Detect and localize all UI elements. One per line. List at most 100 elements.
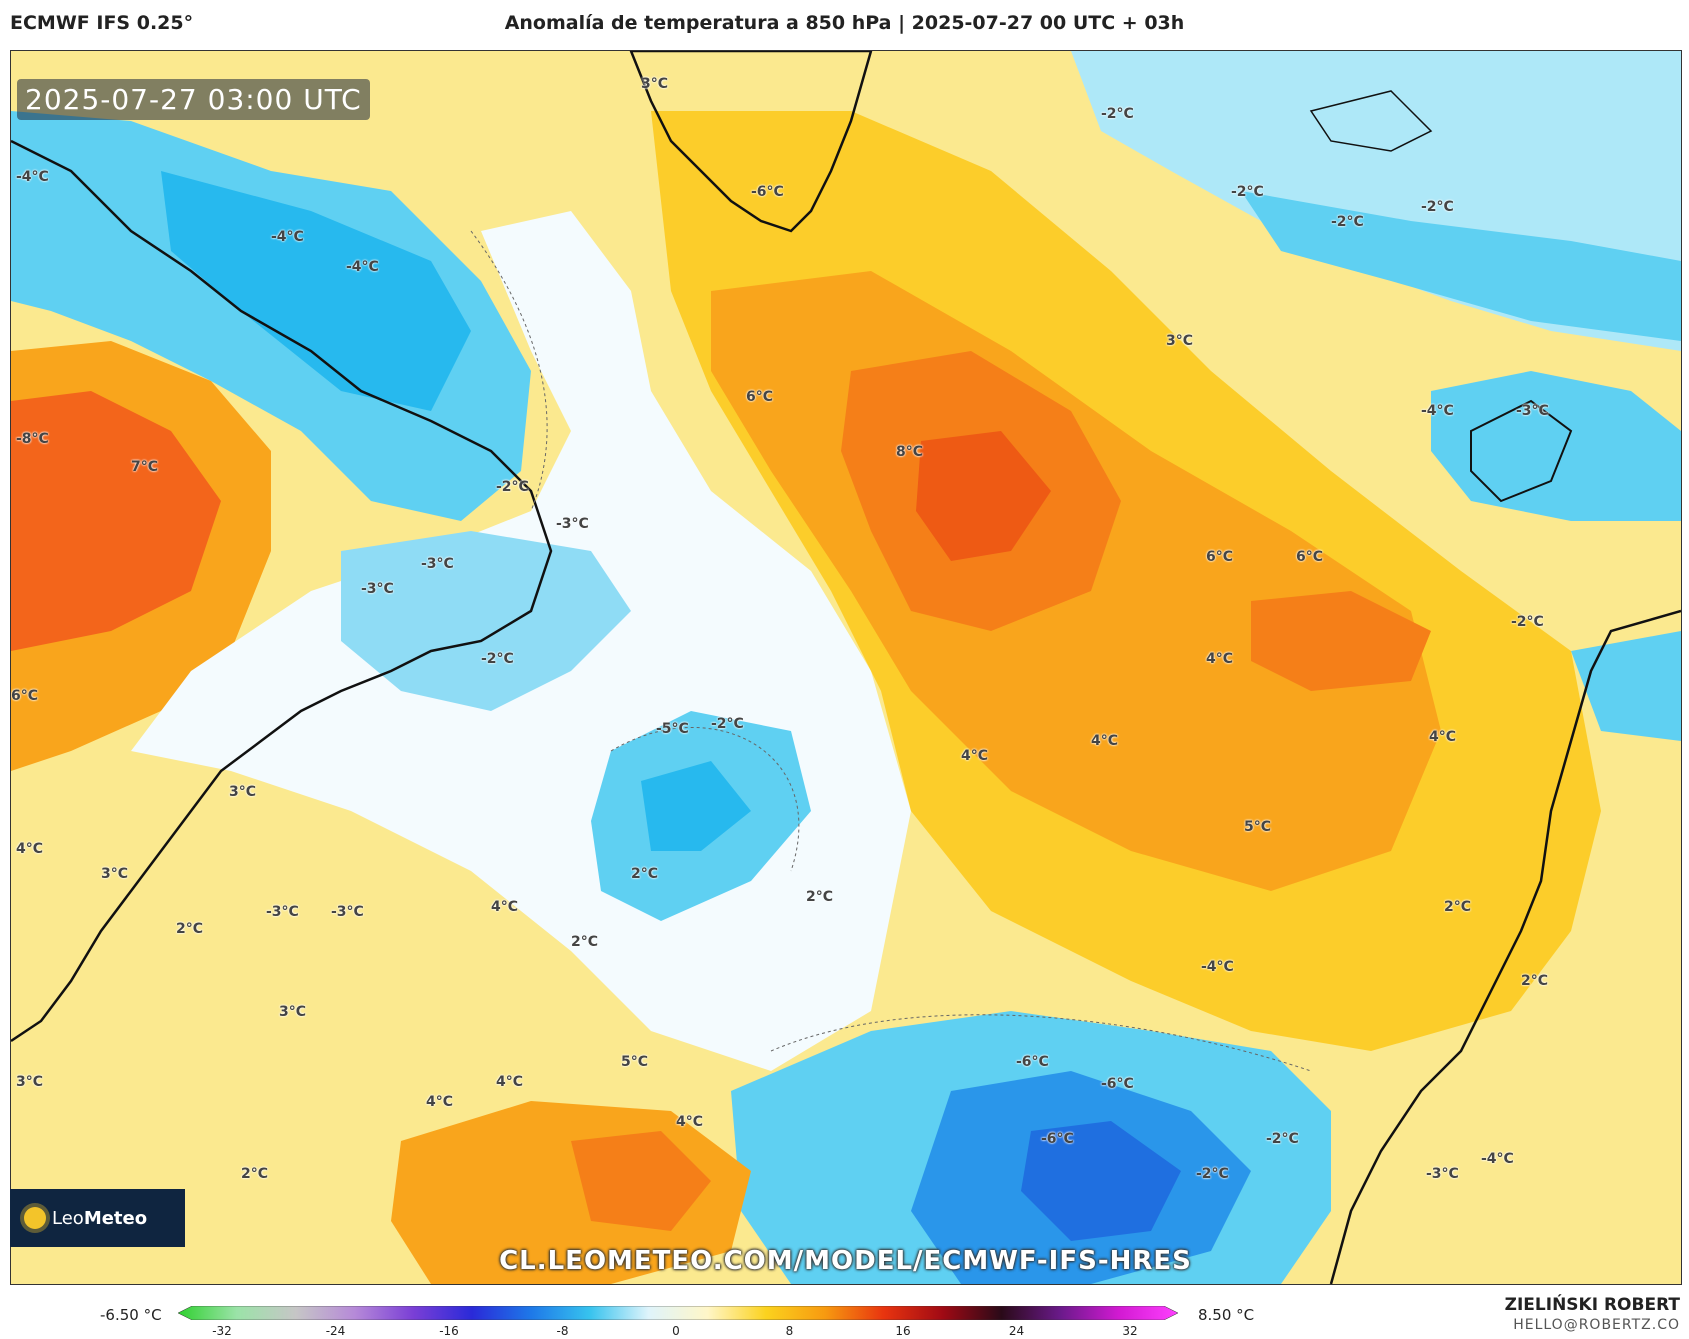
contour-label: -4°C	[1481, 1151, 1514, 1167]
contour-label: 4°C	[16, 841, 44, 857]
sun-icon	[24, 1207, 46, 1229]
source-url: CL.LEOMETEO.COM/MODEL/ECMWF-IFS-HRES	[499, 1246, 1192, 1276]
iceland-coast	[1309, 90, 1433, 152]
contour-label: 4°C	[1429, 729, 1457, 745]
contour-label: 6°C	[1206, 549, 1234, 565]
author-email: HELLO@ROBERTZ.CO	[1513, 1317, 1680, 1333]
cold-core-mid-atlantic	[641, 761, 751, 851]
leometeo-logo: LeoMeteo	[10, 1189, 185, 1247]
legend-min-label: -6.50 °C	[100, 1306, 162, 1324]
contour-label: 2°C	[176, 921, 204, 937]
cold-region-ireland	[1431, 371, 1681, 521]
contour-label: 2°C	[631, 866, 659, 882]
contour-label: 4°C	[1206, 651, 1234, 667]
contour-label: 3°C	[279, 1004, 307, 1020]
header: ECMWF IFS 0.25° Anomalía de temperatura …	[0, 0, 1689, 50]
contour-label: -4°C	[1421, 403, 1454, 419]
contour-label: -5°C	[656, 721, 689, 737]
logo-bold: Meteo	[83, 1207, 148, 1229]
contour-label: 5°C	[1244, 819, 1272, 835]
contour-label: 6°C	[1296, 549, 1324, 565]
contour-label: 3°C	[16, 1074, 44, 1090]
contour-label: 2°C	[1521, 973, 1549, 989]
contour-label: -2°C	[1231, 184, 1264, 200]
contour-label: -2°C	[1331, 214, 1364, 230]
contour-label: 2°C	[806, 889, 834, 905]
contour-label: 3°C	[101, 866, 129, 882]
contour-label: -3°C	[361, 581, 394, 597]
colder-core-labrador	[161, 171, 471, 411]
contour-label: 8°C	[896, 444, 924, 460]
contour-label: -3°C	[556, 516, 589, 532]
map-title: Anomalía de temperatura a 850 hPa | 2025…	[504, 12, 1185, 34]
colorbar-tick-label: -8	[556, 1324, 569, 1338]
contour-label: 4°C	[961, 748, 989, 764]
colorbar-tick-label: 32	[1122, 1324, 1138, 1338]
ireland-coast	[1470, 399, 1573, 503]
logo-prefix: Leo	[52, 1207, 84, 1229]
contour-label: -4°C	[16, 169, 49, 185]
contour-label: 3°C	[641, 76, 669, 92]
contour-label: -6°C	[751, 184, 784, 200]
color-legend: -6.50 °C 8.50 °C -32 -24 -16 -8 0 8 16 24 32 ZIE…	[0, 1290, 1689, 1339]
contour-line-1	[470, 230, 548, 512]
warm-patch-east	[1251, 591, 1431, 691]
contour-label: 2°C	[241, 1166, 269, 1182]
contour-label: 4°C	[491, 899, 519, 915]
colorbar-tick-label: 24	[1008, 1324, 1025, 1338]
contour-label: -6°C	[1101, 1076, 1134, 1092]
colorbar-tick-label: -24	[325, 1324, 346, 1338]
contour-label: -2°C	[711, 716, 744, 732]
contour-line-2	[610, 727, 800, 872]
contour-label: 6°C	[11, 688, 39, 704]
temperature-anomaly-map[interactable]: 2025-07-27 03:00 UTC 3°C -2°C -4°C -2°C -2°C…	[10, 50, 1682, 1285]
contour-label: -2°C	[481, 651, 514, 667]
contour-label: 7°C	[131, 459, 159, 475]
coldest-core-south	[1021, 1121, 1181, 1241]
europe-africa-coast	[1329, 609, 1681, 1284]
contour-label: -8°C	[16, 431, 49, 447]
contour-label: 2°C	[571, 934, 599, 950]
colorbar-tick-label: 8	[785, 1324, 794, 1338]
contour-label: -2°C	[1196, 1166, 1229, 1182]
contour-label: 6°C	[746, 389, 774, 405]
contour-label: -3°C	[266, 904, 299, 920]
north-america-coast	[11, 139, 553, 1043]
hot-core-central	[916, 431, 1051, 561]
anomaly-field	[11, 51, 1681, 1284]
contour-line-3	[770, 1014, 1312, 1072]
contour-label: 4°C	[676, 1114, 704, 1130]
hot-core-west	[11, 391, 221, 651]
contour-label: 4°C	[496, 1074, 524, 1090]
legend-max-label: 8.50 °C	[1198, 1306, 1255, 1324]
contour-label: -6°C	[1016, 1054, 1049, 1070]
contour-label: -6°C	[1041, 1131, 1074, 1147]
colorbar-tick-label: -16	[439, 1324, 459, 1338]
contour-label: 3°C	[229, 784, 257, 800]
contour-label: 2°C	[1444, 899, 1472, 915]
contour-label: -4°C	[346, 259, 379, 275]
model-name: ECMWF IFS 0.25°	[10, 12, 194, 34]
contour-label: 4°C	[426, 1094, 454, 1110]
contour-label: 4°C	[1091, 733, 1119, 749]
contour-label: -3°C	[421, 556, 454, 572]
colorbar	[178, 1306, 1178, 1320]
contour-label: -2°C	[1421, 199, 1454, 215]
contour-label: -4°C	[271, 229, 304, 245]
contour-label: -3°C	[1426, 1166, 1459, 1182]
valid-time-badge: 2025-07-27 03:00 UTC	[17, 79, 370, 120]
colorbar-tick-label: -32	[212, 1324, 232, 1338]
contour-label: 5°C	[621, 1054, 649, 1070]
colorbar-tick-label: 16	[895, 1324, 911, 1338]
colorbar-shape	[178, 1306, 1178, 1320]
cool-region-nova-scotia	[341, 531, 631, 711]
contour-label: -3°C	[331, 904, 364, 920]
contour-label: -4°C	[1201, 959, 1234, 975]
contour-label: -2°C	[1266, 1131, 1299, 1147]
contour-label: -2°C	[496, 479, 529, 495]
colorbar-tick-label: 0	[672, 1324, 680, 1338]
cold-band-northeast	[1241, 191, 1681, 341]
contour-label: -2°C	[1511, 614, 1544, 630]
greenland-coast	[629, 51, 873, 233]
contour-label: 3°C	[1166, 333, 1194, 349]
